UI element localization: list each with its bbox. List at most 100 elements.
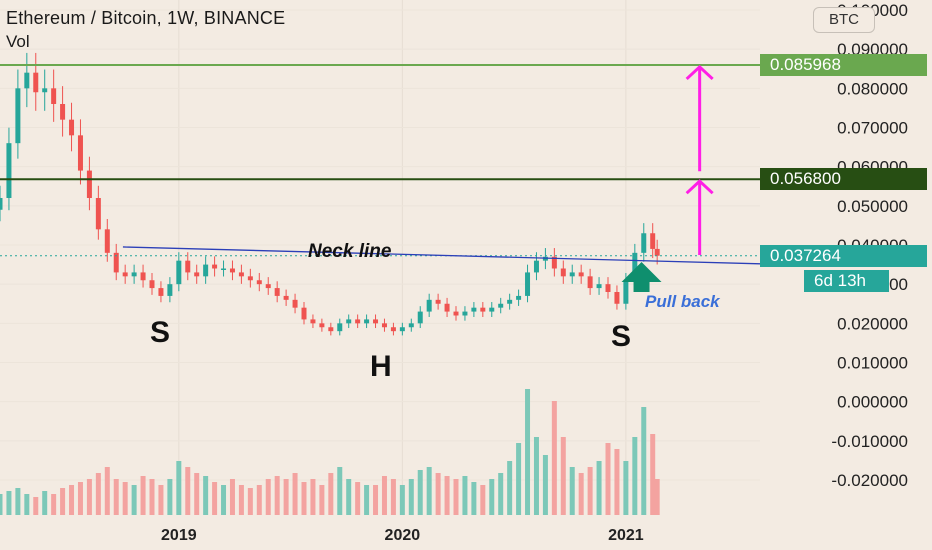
- volume-bar: [86, 479, 92, 515]
- candle-body: [480, 307, 486, 312]
- volume-bar: [194, 473, 200, 515]
- currency-button[interactable]: BTC: [813, 7, 875, 33]
- volume-bar: [122, 482, 128, 515]
- volume-bar: [444, 476, 450, 515]
- volume-bar: [149, 479, 155, 515]
- volume-bar: [238, 485, 244, 515]
- volume-bar: [131, 485, 137, 515]
- candle-body: [122, 272, 128, 277]
- volume-bar: [158, 485, 164, 515]
- chart-title: Ethereum / Bitcoin, 1W, BINANCE: [6, 8, 286, 28]
- volume-bar: [654, 479, 660, 515]
- candle-body: [435, 299, 441, 304]
- candle-body: [247, 276, 253, 281]
- candle-body: [507, 299, 513, 304]
- candle-body: [614, 292, 620, 304]
- candle-body: [86, 170, 92, 198]
- x-tick-label: 2019: [161, 527, 197, 544]
- volume-indicator-label: Vol: [6, 32, 30, 51]
- volume-bar: [203, 476, 209, 515]
- candle-body: [453, 311, 459, 316]
- candle-body: [256, 280, 262, 285]
- candle-body: [301, 307, 307, 320]
- candle-body: [310, 319, 316, 324]
- candle-body: [346, 319, 352, 324]
- candle-body: [42, 88, 48, 93]
- volume-bar: [533, 437, 539, 515]
- candle-body: [587, 276, 593, 289]
- volume-bar: [6, 491, 12, 515]
- candle-body: [596, 284, 602, 289]
- x-tick-label: 2020: [385, 527, 421, 544]
- volume-bar: [516, 443, 522, 515]
- neckline-label: Neck line: [308, 241, 392, 262]
- y-tick-label: 0.020000: [837, 314, 908, 333]
- volume-bar: [498, 473, 504, 515]
- volume-bar: [399, 485, 405, 515]
- volume-bar: [381, 476, 387, 515]
- candle-body: [77, 135, 83, 171]
- volume-bar: [95, 473, 101, 515]
- volume-bar: [623, 461, 629, 515]
- price-tag-upper-target: 0.085968: [760, 53, 927, 76]
- candle-body: [399, 327, 405, 332]
- volume-bar: [542, 455, 548, 515]
- candle-body: [113, 252, 119, 273]
- candle-body: [95, 198, 101, 230]
- candle-body: [525, 272, 531, 296]
- volume-bar: [167, 479, 173, 515]
- candle-body: [292, 299, 298, 308]
- volume-bar: [69, 485, 75, 515]
- volume-bar: [408, 479, 414, 515]
- volume-bar: [569, 467, 575, 515]
- volume-bar: [221, 485, 227, 515]
- volume-bar: [373, 485, 379, 515]
- candle-body: [238, 272, 244, 277]
- volume-bar: [15, 488, 21, 515]
- volume-bar: [471, 482, 477, 515]
- price-tag-countdown: 6d 13h: [804, 269, 889, 292]
- volume-bar: [435, 473, 441, 515]
- candle-body: [498, 303, 504, 308]
- volume-bar: [551, 401, 557, 515]
- candle-body: [381, 323, 387, 328]
- volume-bar: [614, 449, 620, 515]
- volume-bar: [337, 467, 343, 515]
- candle-body: [408, 323, 414, 328]
- candle-body: [176, 260, 182, 285]
- volume-bar: [301, 482, 307, 515]
- candle-body: [203, 264, 209, 277]
- volume-bar: [587, 467, 593, 515]
- volume-bar: [24, 494, 30, 515]
- x-tick-label: 2021: [608, 527, 644, 544]
- candle-body: [167, 284, 173, 296]
- volume-bar: [229, 479, 235, 515]
- y-tick-label: 0.080000: [837, 79, 908, 98]
- volume-bar: [283, 479, 289, 515]
- volume-bar: [417, 470, 423, 515]
- candle-body: [328, 327, 334, 332]
- candle-body: [33, 72, 39, 93]
- candle-body: [185, 260, 191, 273]
- candle-body: [444, 303, 450, 312]
- volume-bar: [489, 479, 495, 515]
- volume-bar: [274, 476, 280, 515]
- candle-body: [194, 272, 200, 277]
- candle-body: [650, 233, 656, 249]
- volume-bar: [355, 482, 361, 515]
- volume-bar: [480, 485, 486, 515]
- volume-bar: [390, 479, 396, 515]
- candle-body: [24, 72, 30, 89]
- candle-body: [131, 272, 137, 277]
- volume-bar: [0, 494, 3, 515]
- volume-bar: [77, 482, 83, 515]
- volume-bar: [650, 434, 656, 515]
- volume-bar: [140, 476, 146, 515]
- volume-bar: [60, 488, 66, 515]
- volume-bar: [265, 479, 271, 515]
- candle-body: [212, 264, 218, 269]
- candle-body: [516, 295, 522, 300]
- volume-bar: [247, 488, 253, 515]
